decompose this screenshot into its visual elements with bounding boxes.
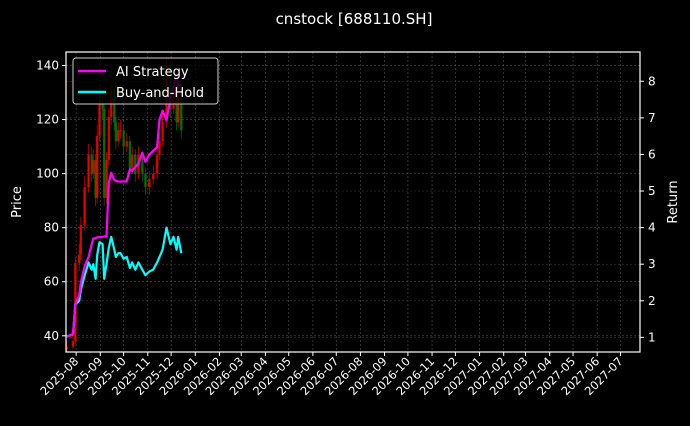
y-tick-label-left: 100 [36, 167, 59, 181]
candle-body [114, 122, 118, 142]
candle-body [161, 122, 164, 142]
y-tick-label-right: 1 [648, 330, 656, 344]
legend-box [72, 57, 219, 105]
legend-label-buyhold: Buy-and-Hold [116, 86, 204, 101]
candle-body [180, 89, 183, 131]
candle-body [155, 154, 159, 174]
y-axis-label-right: Return [666, 180, 681, 223]
candle-body [79, 224, 82, 255]
candle-body [98, 103, 101, 136]
buyhold-line [66, 226, 183, 338]
candle-body [78, 254, 81, 263]
candle-body [71, 341, 75, 347]
candle-body [158, 141, 161, 155]
y-tick-label-left: 60 [44, 275, 59, 289]
candle-body [119, 130, 122, 132]
candle-body [87, 154, 90, 188]
y-tick-label-right: 5 [648, 184, 656, 198]
y-tick-label-left: 140 [36, 59, 59, 73]
candle-body [131, 154, 134, 169]
y-tick-label-right: 6 [648, 147, 656, 161]
candle-body [90, 154, 93, 174]
candle-body [92, 160, 95, 174]
series-lines [66, 72, 183, 338]
candle-body [113, 89, 116, 123]
candle-body [128, 141, 132, 169]
candle-body [152, 173, 155, 180]
strategy-line [66, 72, 183, 338]
legend-label-strategy: AI Strategy [116, 65, 189, 80]
y-tick-label-right: 8 [648, 74, 656, 88]
candle-body [101, 103, 104, 109]
y-tick-label-left: 40 [44, 329, 59, 343]
candle-body [116, 130, 120, 142]
candle-body [107, 116, 111, 161]
legend: AI Strategy Buy-and-Hold [72, 57, 219, 105]
y-tick-label-right: 7 [648, 111, 656, 125]
candle-body [176, 89, 180, 123]
candle-body [144, 173, 147, 188]
candle-body [125, 141, 128, 147]
y-axis-label-left: Price [10, 186, 25, 218]
candle-body [102, 108, 106, 198]
axes-frame [65, 51, 641, 353]
candle-body [134, 154, 137, 174]
candle-body [148, 179, 151, 188]
candle-body [175, 89, 178, 123]
candle-body [95, 135, 99, 198]
candle-body [83, 187, 86, 225]
y-tick-label-left: 120 [36, 113, 59, 127]
candle-body [94, 160, 97, 198]
y-tick-label-right: 3 [648, 257, 656, 271]
candle-body [141, 154, 144, 174]
candle-body [105, 160, 108, 198]
y-tick-label-right: 2 [648, 294, 656, 308]
candle-body [65, 346, 68, 350]
candle-body [122, 130, 125, 147]
y-tick-label-left: 80 [44, 221, 59, 235]
y-tick-label-right: 4 [648, 221, 656, 235]
chart-title: cnstock [688110.SH] [276, 10, 433, 28]
